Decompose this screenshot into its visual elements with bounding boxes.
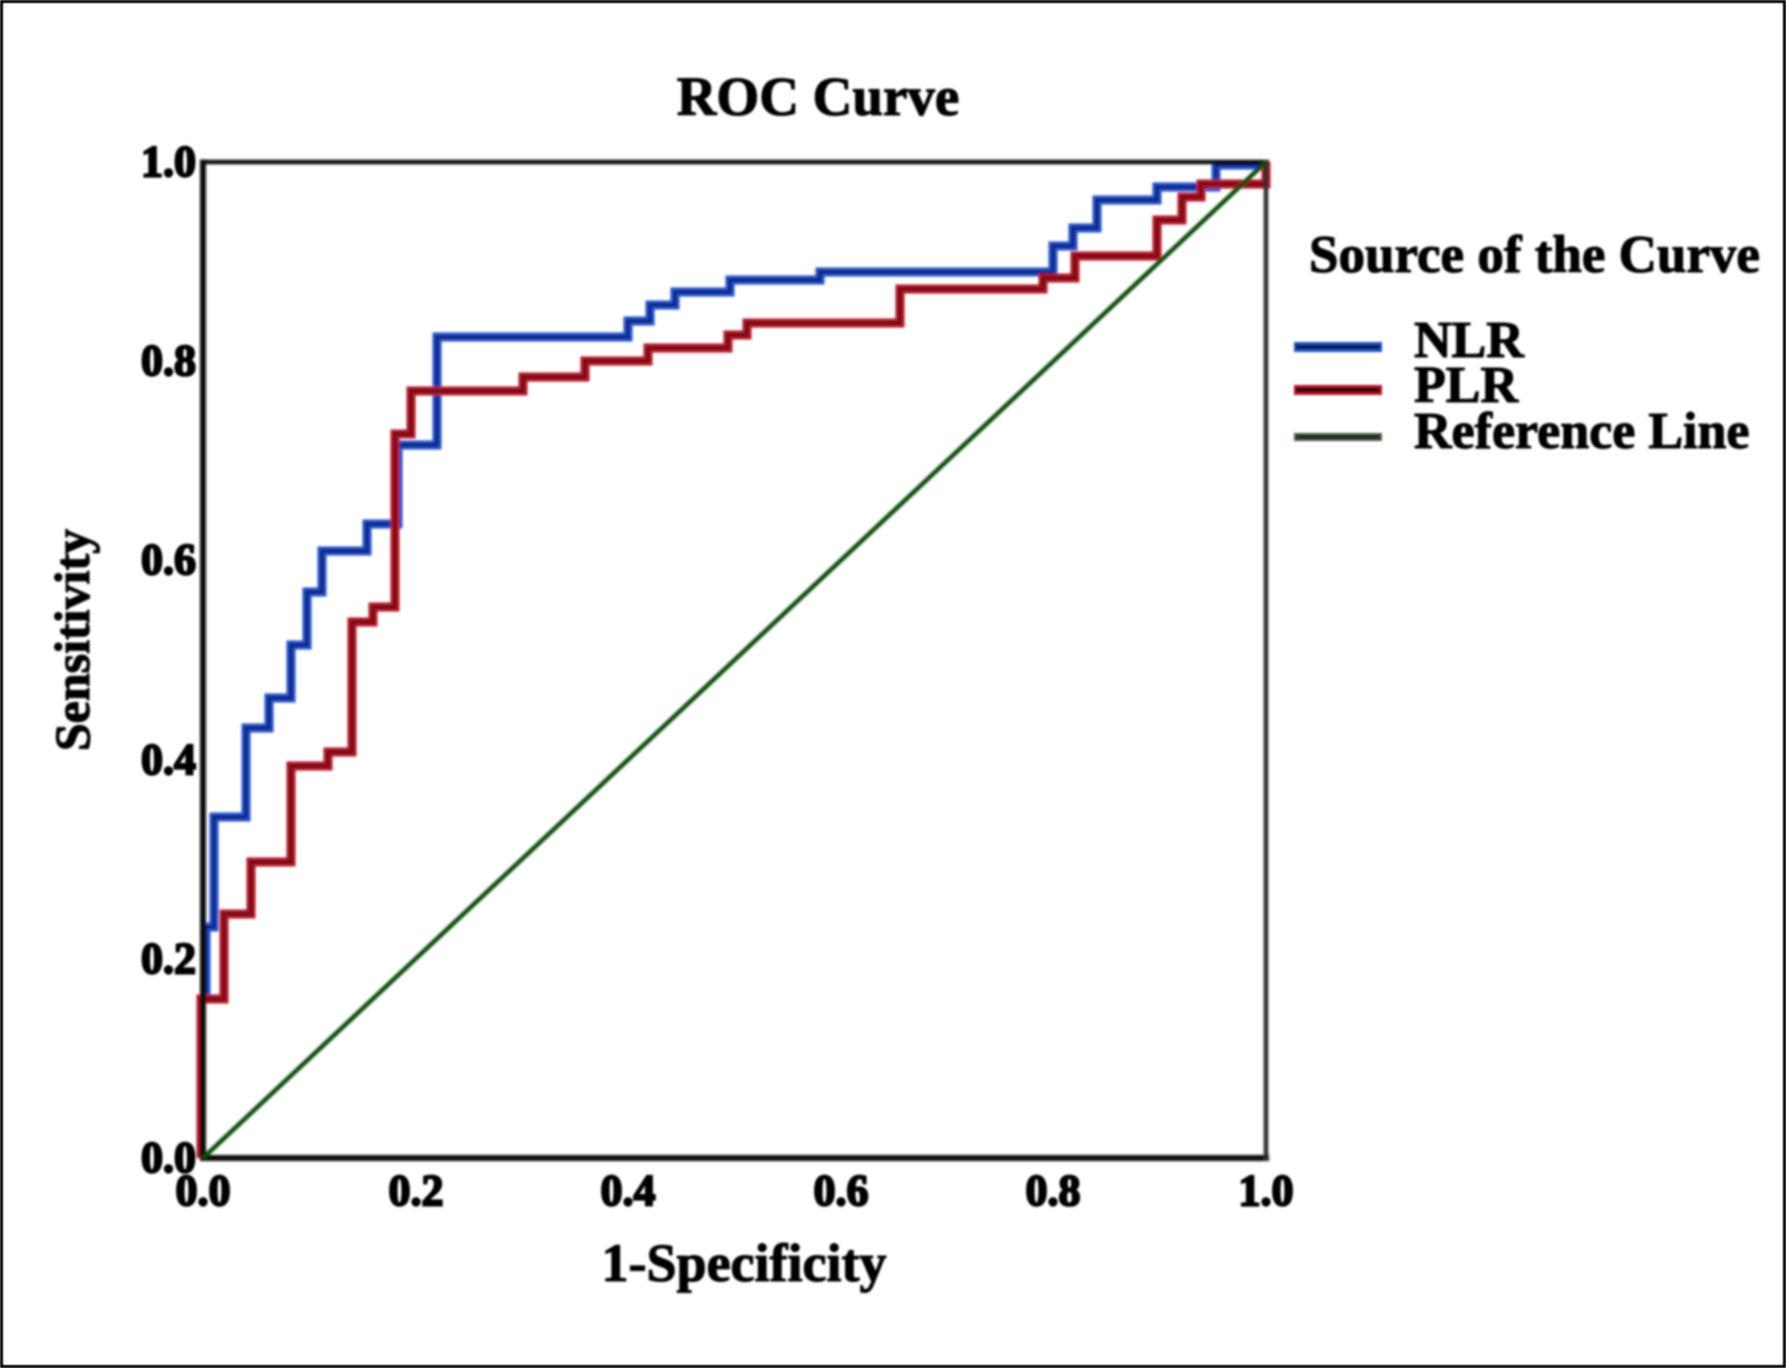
svg-text:0.6: 0.6	[814, 1166, 869, 1215]
svg-text:0.2: 0.2	[389, 1166, 444, 1215]
svg-text:ROC Curve: ROC Curve	[677, 66, 960, 127]
svg-text:1-Specificity: 1-Specificity	[602, 1233, 887, 1293]
svg-text:0.4: 0.4	[601, 1166, 656, 1215]
svg-text:0.6: 0.6	[141, 535, 196, 584]
svg-text:Sensitivity: Sensitivity	[44, 529, 100, 751]
svg-text:1.0: 1.0	[141, 137, 196, 186]
svg-text:NLR: NLR	[1414, 312, 1525, 369]
svg-text:0.0: 0.0	[141, 1133, 196, 1182]
svg-text:1.0: 1.0	[1239, 1166, 1294, 1215]
svg-text:Source of the Curve: Source of the Curve	[1309, 226, 1760, 284]
svg-text:0.2: 0.2	[141, 934, 196, 983]
svg-text:Reference Line: Reference Line	[1414, 403, 1749, 460]
svg-text:0.0: 0.0	[176, 1166, 231, 1215]
svg-text:0.8: 0.8	[141, 336, 196, 385]
svg-text:0.8: 0.8	[1026, 1166, 1081, 1215]
svg-text:PLR: PLR	[1414, 357, 1519, 414]
svg-text:0.4: 0.4	[141, 735, 196, 784]
